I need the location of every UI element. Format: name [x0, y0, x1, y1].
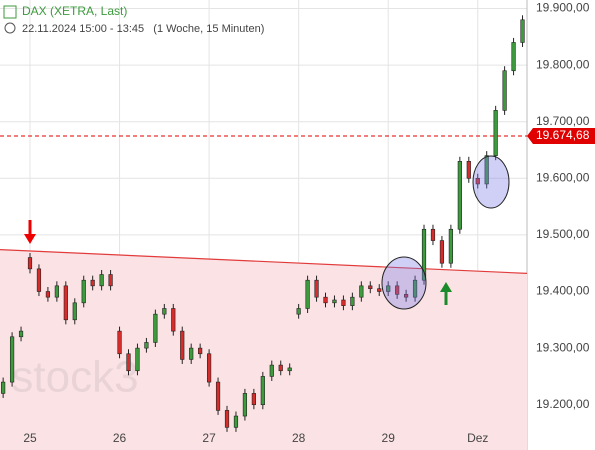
- candle-body: [45, 291, 51, 298]
- candle-body: [412, 279, 418, 298]
- last-price-label: 19.674,68: [536, 128, 590, 142]
- x-tick-label: 29: [382, 431, 396, 445]
- y-tick-label: 19.200,00: [536, 397, 590, 411]
- candle-body: [162, 308, 167, 315]
- candle-body: [484, 155, 489, 185]
- candle-body: [251, 393, 256, 406]
- candle-body: [153, 313, 158, 343]
- candle-body: [198, 347, 203, 355]
- candle-body: [278, 364, 283, 372]
- candle-body: [126, 353, 131, 372]
- candle-body: [404, 294, 409, 298]
- candle-body: [242, 393, 248, 417]
- candle-body: [171, 308, 176, 332]
- candle-body: [520, 19, 525, 43]
- candle-body: [54, 285, 59, 298]
- last-price-tag: [527, 128, 595, 145]
- candle-body: [430, 228, 436, 241]
- x-tick-label: 27: [202, 431, 216, 445]
- y-tick-label: 19.700,00: [536, 114, 590, 128]
- candle-body: [350, 296, 355, 306]
- candle-body: [81, 279, 86, 304]
- candle-body: [27, 257, 33, 270]
- candle-body: [189, 347, 194, 360]
- candle-body: [99, 274, 104, 287]
- candle-body: [332, 299, 337, 304]
- candle-body: [368, 285, 373, 289]
- candle-body: [502, 70, 507, 111]
- x-tick-label: 26: [113, 431, 127, 445]
- candle-body: [117, 330, 122, 355]
- highlight-circle: [472, 155, 510, 209]
- candle-body: [72, 302, 77, 321]
- candle-body: [1, 381, 6, 394]
- candle-body: [233, 415, 239, 428]
- candle-body: [144, 342, 149, 349]
- plot: [0, 15, 528, 432]
- candle-body: [36, 268, 42, 292]
- candle-body: [466, 161, 471, 179]
- chart-subtitle: 22.11.2024 15:00 - 13:45 (1 Woche, 15 Mi…: [22, 23, 264, 35]
- candle-body: [386, 285, 391, 292]
- candle-body: [305, 279, 310, 309]
- candle-body: [359, 285, 364, 298]
- candle-body: [206, 353, 212, 383]
- candle-body: [341, 299, 346, 306]
- chart-title: DAX (XETRA, Last): [22, 4, 127, 18]
- candle-body: [421, 228, 427, 281]
- candle-body: [493, 110, 498, 156]
- arrow-down-head: [24, 234, 36, 244]
- highlight-circle: [381, 256, 427, 310]
- candle-body: [457, 161, 462, 230]
- candle-body: [377, 288, 382, 292]
- y-tick-label: 19.400,00: [536, 284, 590, 298]
- candle-body: [448, 228, 453, 264]
- trend-zone: [0, 249, 527, 450]
- candle-body: [135, 347, 140, 372]
- candle-body: [475, 178, 480, 185]
- watermark: stock3: [11, 353, 138, 402]
- candle-body: [260, 376, 265, 406]
- candle-body: [296, 308, 301, 315]
- arrow-up-head: [440, 282, 452, 292]
- y-tick-label: 19.600,00: [536, 170, 590, 184]
- candle-body: [9, 336, 15, 383]
- candle-body: [108, 274, 113, 287]
- clock-icon: [4, 22, 16, 34]
- x-tick-label: 25: [23, 431, 37, 445]
- candle-body: [511, 42, 516, 72]
- y-tick-label: 19.800,00: [536, 57, 590, 71]
- candle-body: [287, 367, 292, 372]
- candle-body: [323, 296, 328, 304]
- candle-body: [314, 279, 319, 298]
- candle-body: [269, 364, 274, 377]
- x-tick-label: Dez: [467, 431, 488, 445]
- candle-body: [215, 381, 221, 411]
- trend-line: [0, 249, 528, 274]
- y-tick-label: 19.500,00: [536, 227, 590, 241]
- candle-body: [18, 330, 24, 338]
- y-tick-label: 19.300,00: [536, 340, 590, 354]
- candle-body: [439, 240, 445, 264]
- candle-body: [180, 330, 185, 360]
- title-icon: [3, 5, 17, 19]
- candle-body: [90, 279, 95, 287]
- candle-body: [224, 410, 230, 428]
- candle-body: [63, 285, 68, 321]
- candle-body: [395, 285, 400, 295]
- x-tick-label: 28: [292, 431, 306, 445]
- y-tick-label: 19.900,00: [536, 1, 590, 15]
